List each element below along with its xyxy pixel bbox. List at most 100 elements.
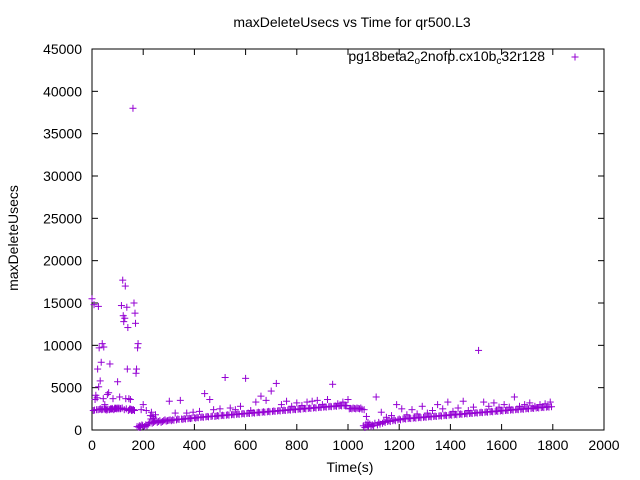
data-point <box>123 303 131 311</box>
data-point <box>90 301 98 309</box>
data-point <box>151 411 159 419</box>
data-point <box>439 405 447 413</box>
data-point <box>428 407 436 415</box>
plot-border <box>91 48 605 431</box>
data-point <box>94 302 102 310</box>
data-point <box>329 380 337 388</box>
data-point <box>94 365 102 373</box>
data-point <box>96 377 104 385</box>
data-point <box>210 406 218 414</box>
x-tick-label: 400 <box>183 437 207 453</box>
y-tick-label: 5000 <box>51 380 82 396</box>
x-axis: 0 200 400 600 800 1000 1200 1400 1600 1800 2000 <box>88 49 620 453</box>
data-point <box>132 319 140 327</box>
data-point <box>95 344 103 352</box>
data-point <box>105 389 113 397</box>
data-point <box>231 406 239 414</box>
data-point <box>130 299 138 307</box>
data-point <box>459 397 467 405</box>
legend-plus-icon <box>571 53 579 61</box>
y-tick-label: 30000 <box>43 168 82 184</box>
y-tick-label: 0 <box>74 422 82 438</box>
y-axis-title: maxDeleteUsecs <box>5 185 21 291</box>
data-point <box>490 399 498 407</box>
data-point <box>267 387 275 395</box>
data-point <box>357 404 365 412</box>
data-point <box>372 393 380 401</box>
data-point <box>147 408 155 416</box>
data-point <box>130 407 138 415</box>
data-point <box>201 390 209 398</box>
data-point <box>510 393 518 401</box>
data-point <box>106 360 114 368</box>
x-tick-label: 1800 <box>537 437 568 453</box>
data-point <box>475 346 483 354</box>
data-point <box>93 394 101 402</box>
data-point <box>121 314 129 322</box>
data-point <box>257 392 265 400</box>
data-point <box>117 302 125 310</box>
y-tick-label: 25000 <box>43 210 82 226</box>
data-points <box>88 104 556 431</box>
data-point <box>434 401 442 409</box>
data-point <box>388 412 396 420</box>
data-point <box>103 390 111 398</box>
legend-subscript: o <box>415 56 421 67</box>
legend-text-part: 32r128 <box>501 48 545 64</box>
data-point <box>303 398 311 406</box>
data-point <box>469 403 477 411</box>
data-point <box>364 418 372 426</box>
data-point <box>133 365 141 373</box>
data-point <box>142 407 150 415</box>
x-tick-label: 1600 <box>486 437 517 453</box>
data-point <box>293 399 301 407</box>
data-point <box>444 398 452 406</box>
data-point <box>377 408 385 416</box>
data-point <box>121 282 129 290</box>
data-point <box>324 396 332 404</box>
data-point <box>120 318 128 326</box>
data-point <box>272 379 280 387</box>
data-point <box>500 401 508 409</box>
data-point <box>252 398 260 406</box>
y-tick-label: 10000 <box>43 337 82 353</box>
data-point <box>139 401 147 409</box>
legend: pg18beta2o2nofp.cx10bc32r128 <box>348 48 579 67</box>
data-point <box>277 401 285 409</box>
data-point <box>165 397 173 405</box>
data-point <box>398 405 406 413</box>
data-point <box>131 309 139 317</box>
data-point <box>196 407 204 415</box>
chart-title: maxDeleteUsecs vs Time for qr500.L3 <box>233 14 471 30</box>
data-point <box>313 396 321 404</box>
data-point <box>236 402 244 410</box>
data-point <box>189 408 197 416</box>
data-point <box>283 397 291 405</box>
x-tick-label: 800 <box>285 437 309 453</box>
data-point <box>100 343 108 351</box>
data-point <box>344 396 352 404</box>
y-tick-label: 40000 <box>43 83 82 99</box>
data-point <box>485 402 493 410</box>
data-point <box>221 374 229 382</box>
legend-marker <box>571 53 579 61</box>
legend-subscript: c <box>496 56 501 67</box>
data-point <box>308 397 316 405</box>
data-point <box>137 406 145 414</box>
data-point <box>206 396 214 404</box>
x-tick-label: 1000 <box>332 437 363 453</box>
data-point <box>125 395 133 403</box>
data-point <box>408 406 416 414</box>
data-point <box>480 398 488 406</box>
y-tick-label: 15000 <box>43 295 82 311</box>
data-point <box>114 378 122 386</box>
legend-text-part: 2nofp.cx10b <box>420 48 496 64</box>
data-point <box>360 406 368 414</box>
x-tick-label: 1400 <box>435 437 466 453</box>
data-point <box>521 401 529 409</box>
data-point <box>126 396 134 404</box>
x-axis-title: Time(s) <box>327 459 374 475</box>
data-point <box>375 418 383 426</box>
data-point <box>362 412 370 420</box>
